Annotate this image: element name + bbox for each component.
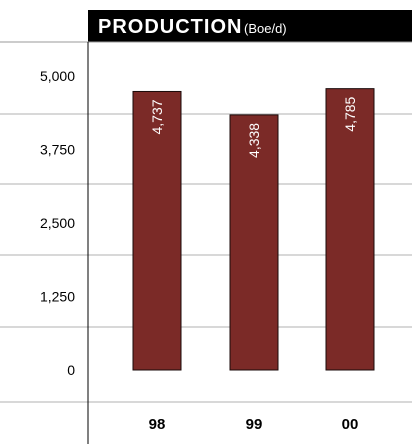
x-tick-label: 99 [246,416,263,433]
x-tick-label: 98 [149,416,166,433]
bar [132,90,182,371]
bar-value-label: 4,785 [342,96,358,131]
bar-value-label: 4,737 [149,99,165,134]
y-tick-label: 0 [67,362,75,378]
y-tick-label: 1,250 [40,289,75,305]
bar [325,88,375,371]
chart-unit: (Boe/d) [244,21,287,36]
chart-title: PRODUCTION [98,16,243,38]
x-tick-label: 00 [342,416,359,433]
y-tick-label: 3,750 [40,142,75,158]
y-tick-label: 5,000 [40,68,75,84]
y-tick-label: 2,500 [40,215,75,231]
bar [229,114,279,371]
chart-title-bar: PRODUCTION (Boe/d) [88,10,412,42]
bar-value-label: 4,338 [246,123,262,158]
